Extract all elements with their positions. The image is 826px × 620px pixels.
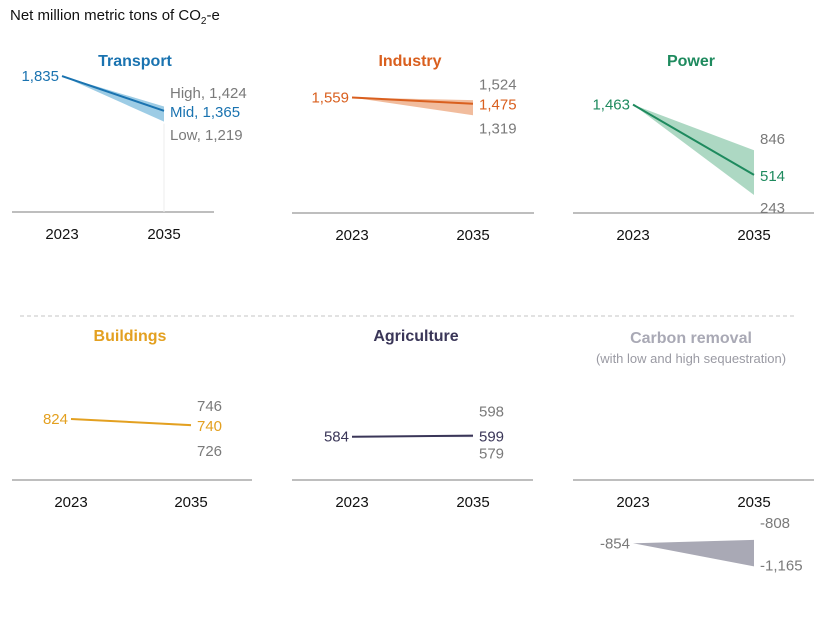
label-mid-transport: Mid, 1,365	[170, 104, 240, 121]
range-band-transport	[62, 76, 164, 122]
panel-title-buildings: Buildings	[94, 328, 167, 345]
label-high-agriculture: 598	[479, 404, 504, 421]
label-mid-buildings: 740	[197, 418, 222, 435]
label-high-transport: High, 1,424	[170, 85, 247, 102]
x-tick-2035: 2035	[456, 494, 489, 511]
label-high-industry: 1,524	[479, 77, 517, 94]
panel-title-carbon-removal: Carbon removal	[630, 330, 752, 347]
panel-title-industry: Industry	[378, 53, 441, 70]
panel-subtitle-carbon-removal: (with low and high sequestration)	[596, 351, 786, 366]
mid-line-power	[632, 103, 755, 176]
label-mid-agriculture: 599	[479, 429, 504, 446]
panel-title-transport: Transport	[98, 53, 172, 70]
x-tick-2035: 2035	[174, 494, 207, 511]
range-band-carbon-removal	[633, 539, 754, 567]
title-suffix: -e	[206, 7, 220, 24]
mid-line-buildings	[70, 417, 192, 427]
mid-line-industry	[351, 96, 474, 105]
label-high-buildings: 746	[197, 398, 222, 415]
label-low-agriculture: 579	[479, 446, 504, 463]
label-low-transport: Low, 1,219	[170, 127, 243, 144]
label-high-carbon-removal: -808	[760, 515, 790, 532]
label-2023-power: 1,463	[592, 97, 630, 114]
x-tick-2023: 2023	[54, 494, 87, 511]
label-low-carbon-removal: -1,165	[760, 557, 803, 574]
x-tick-2023: 2023	[335, 227, 368, 244]
x-tick-2035: 2035	[456, 227, 489, 244]
x-tick-2035: 2035	[737, 494, 770, 511]
title-text: Net million metric tons of CO	[10, 7, 201, 24]
label-2023-carbon-removal: -854	[600, 535, 630, 552]
label-low-power: 243	[760, 200, 785, 217]
label-mid-industry: 1,475	[479, 97, 517, 114]
label-mid-power: 514	[760, 168, 785, 185]
x-tick-2035: 2035	[737, 227, 770, 244]
label-high-power: 846	[760, 131, 785, 148]
label-2023-transport: 1,835	[21, 68, 59, 85]
x-tick-2023: 2023	[616, 494, 649, 511]
chart-title: Net million metric tons of CO2-e	[10, 7, 220, 27]
x-tick-2023: 2023	[616, 227, 649, 244]
panel-title-agriculture: Agriculture	[373, 328, 458, 345]
x-tick-2035: 2035	[147, 226, 180, 243]
label-low-industry: 1,319	[479, 121, 517, 138]
x-tick-2023: 2023	[335, 494, 368, 511]
label-2023-buildings: 824	[43, 411, 68, 428]
range-band-power	[633, 104, 754, 195]
title-subscript: 2	[200, 16, 207, 27]
label-low-buildings: 726	[197, 443, 222, 460]
x-tick-2023: 2023	[45, 226, 78, 243]
panel-title-power: Power	[667, 53, 715, 70]
label-2023-industry: 1,559	[311, 89, 349, 106]
mid-line-agriculture	[351, 434, 474, 438]
label-2023-agriculture: 584	[324, 429, 349, 446]
mid-line-transport	[61, 75, 165, 112]
